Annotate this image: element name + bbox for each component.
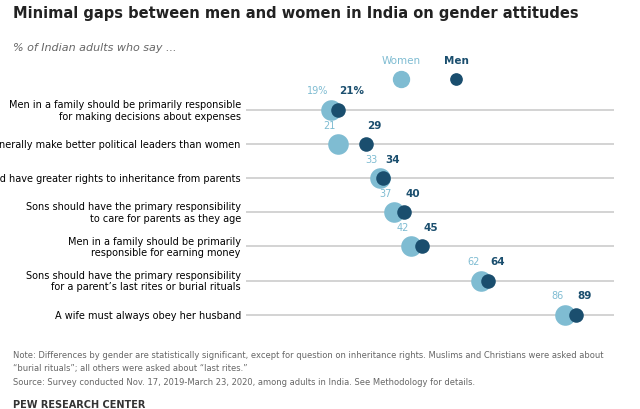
Text: Source: Survey conducted Nov. 17, 2019-March 23, 2020, among adults in India. Se: Source: Survey conducted Nov. 17, 2019-M…: [13, 377, 475, 386]
Text: 33: 33: [365, 154, 378, 164]
Text: 37: 37: [380, 189, 392, 198]
Point: [417, 243, 427, 250]
Point: [360, 141, 371, 148]
Text: Women: Women: [381, 56, 420, 65]
Point: [388, 209, 399, 216]
Point: [483, 278, 493, 284]
Text: 19%: 19%: [307, 86, 329, 96]
Text: “burial rituals”; all others were asked about “last rites.”: “burial rituals”; all others were asked …: [13, 363, 247, 372]
Text: 86: 86: [551, 291, 564, 301]
Point: [374, 175, 385, 182]
Point: [332, 107, 342, 114]
Point: [476, 278, 486, 284]
Text: 40: 40: [406, 189, 420, 198]
Text: 42: 42: [397, 222, 410, 232]
Text: % of Indian adults who say ...: % of Indian adults who say ...: [13, 43, 176, 53]
Text: 45: 45: [424, 222, 438, 232]
Text: 64: 64: [490, 256, 504, 267]
Text: 89: 89: [578, 291, 592, 301]
Text: 62: 62: [467, 256, 479, 267]
Text: Note: Differences by gender are statistically significant, except for question o: Note: Differences by gender are statisti…: [13, 350, 604, 359]
Text: 34: 34: [385, 154, 399, 164]
Point: [378, 175, 388, 182]
Text: 21: 21: [323, 120, 336, 130]
Point: [571, 312, 581, 318]
Text: Minimal gaps between men and women in India on gender attitudes: Minimal gaps between men and women in In…: [13, 6, 579, 21]
Point: [399, 209, 409, 216]
Text: 29: 29: [367, 120, 381, 130]
Point: [261, 276, 271, 283]
Point: [332, 141, 342, 148]
Point: [406, 243, 416, 250]
Text: 21%: 21%: [339, 86, 364, 96]
Text: PEW RESEARCH CENTER: PEW RESEARCH CENTER: [13, 399, 145, 409]
Point: [325, 107, 335, 114]
Point: [260, 276, 271, 283]
Point: [560, 312, 570, 318]
Text: Men: Men: [444, 56, 468, 65]
